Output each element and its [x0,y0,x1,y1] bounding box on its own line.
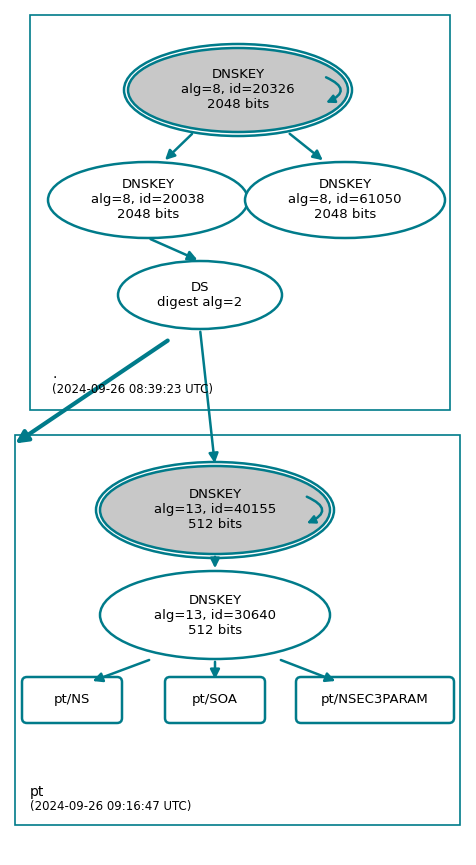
Text: (2024-09-26 09:16:47 UTC): (2024-09-26 09:16:47 UTC) [30,800,191,813]
Text: pt/NS: pt/NS [54,694,90,707]
Text: DS
digest alg=2: DS digest alg=2 [158,281,243,309]
Ellipse shape [245,162,445,238]
Bar [30,15,450,410]
Text: pt: pt [30,785,44,799]
FancyArrowPatch shape [307,497,322,522]
Ellipse shape [48,162,248,238]
FancyArrowPatch shape [326,77,341,102]
Text: DNSKEY
alg=13, id=30640
512 bits: DNSKEY alg=13, id=30640 512 bits [154,593,276,637]
Bar [15,435,460,825]
Text: DNSKEY
alg=13, id=40155
512 bits: DNSKEY alg=13, id=40155 512 bits [154,489,276,531]
Ellipse shape [100,571,330,659]
Text: pt/NSEC3PARAM: pt/NSEC3PARAM [321,694,429,707]
Text: DNSKEY
alg=8, id=20038
2048 bits: DNSKEY alg=8, id=20038 2048 bits [91,178,205,221]
Ellipse shape [118,261,282,329]
Text: .: . [52,367,56,381]
Ellipse shape [100,466,330,554]
FancyBboxPatch shape [165,677,265,723]
FancyBboxPatch shape [22,677,122,723]
Ellipse shape [128,48,348,132]
Text: pt/SOA: pt/SOA [192,694,238,707]
Text: DNSKEY
alg=8, id=61050
2048 bits: DNSKEY alg=8, id=61050 2048 bits [288,178,402,221]
FancyBboxPatch shape [296,677,454,723]
Text: (2024-09-26 08:39:23 UTC): (2024-09-26 08:39:23 UTC) [52,383,213,396]
Text: DNSKEY
alg=8, id=20326
2048 bits: DNSKEY alg=8, id=20326 2048 bits [181,68,295,112]
